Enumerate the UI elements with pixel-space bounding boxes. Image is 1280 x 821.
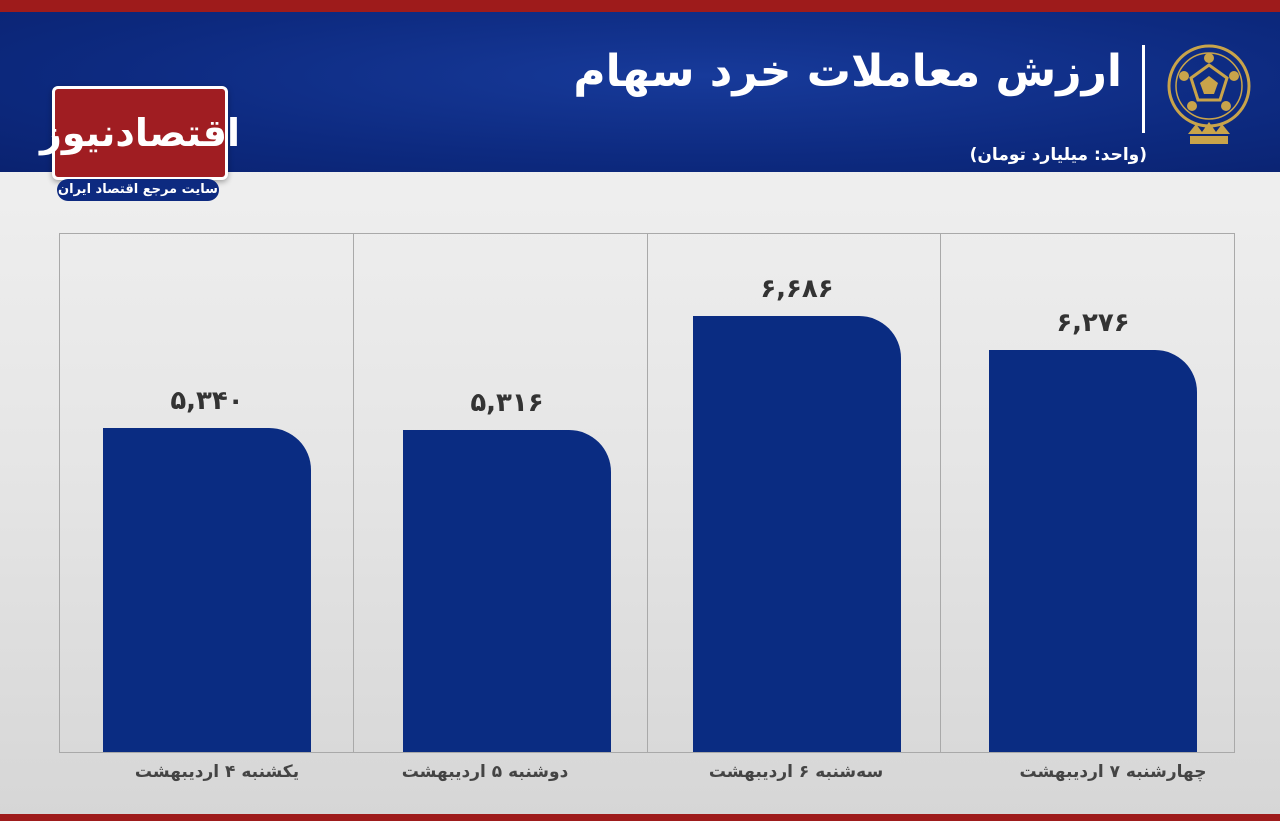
- logo-name: اقتصادنیوز: [39, 111, 241, 155]
- value-label-monday: ۵,۳۱۶: [470, 388, 544, 418]
- value-label-sunday: ۵,۳۴۰: [170, 386, 244, 416]
- site-logo[interactable]: اقتصادنیوز سایت مرجع اقتصاد ایران: [40, 86, 241, 206]
- logo-box: اقتصادنیوز: [40, 86, 241, 180]
- column-divider: [940, 233, 941, 753]
- column-divider: [353, 233, 354, 753]
- bar-sunday: [103, 428, 311, 752]
- bar-wednesday: [989, 350, 1197, 752]
- category-label-sunday: یکشنبه ۴ اردیبهشت: [134, 762, 300, 782]
- bar-tuesday: [693, 316, 901, 752]
- bottom-accent-stripe: [0, 814, 1280, 821]
- header-divider: [1142, 45, 1145, 133]
- bar-monday: [403, 430, 611, 752]
- column-divider: [647, 233, 648, 753]
- value-label-wednesday: ۶,۲۷۶: [1056, 308, 1130, 339]
- unit-subtitle: (واحد: میلیارد تومان): [969, 145, 1147, 165]
- logo-tagline: سایت مرجع اقتصاد ایران: [57, 179, 219, 201]
- category-label-tuesday: سه‌شنبه ۶ اردیبهشت: [708, 762, 884, 782]
- stock-exchange-emblem-icon: [1167, 44, 1251, 144]
- category-label-monday: دوشنبه ۵ اردیبهشت: [401, 762, 569, 782]
- value-label-tuesday: ۶,۶۸۶: [760, 274, 834, 304]
- chart-title: ارزش معاملات خرد سهام: [573, 46, 1122, 97]
- top-accent-stripe: [0, 0, 1280, 12]
- category-label-wednesday: چهارشنبه ۷ اردیبهشت: [1019, 762, 1207, 782]
